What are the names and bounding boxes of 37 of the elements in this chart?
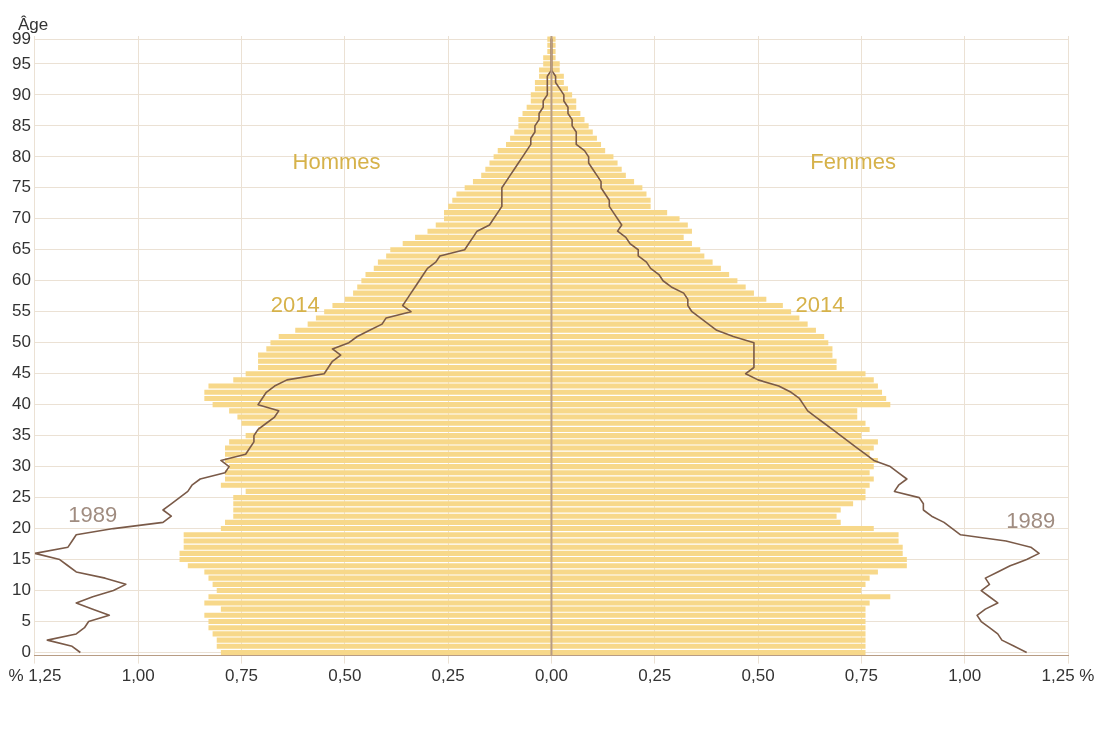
x-tick-label: 1,00 xyxy=(948,666,982,686)
y-tick-label: 0 xyxy=(21,642,31,662)
x-tick-label: 0,00 xyxy=(534,666,568,686)
x-tick-label: 0,50 xyxy=(741,666,775,686)
annotation: 1989 xyxy=(68,502,118,528)
y-tick-label: 45 xyxy=(11,363,31,383)
x-tick-label: 1,25 % xyxy=(1041,666,1095,686)
y-tick-label: 95 xyxy=(11,53,31,73)
annotation: 2014 xyxy=(270,291,320,317)
y-tick-label: 10 xyxy=(11,580,31,600)
y-tick-label: 5 xyxy=(21,611,31,631)
y-tick-label: 80 xyxy=(11,146,31,166)
annotation: Hommes xyxy=(292,149,381,175)
y-tick-label: 30 xyxy=(11,456,31,476)
x-tick-label: 0,75 xyxy=(844,666,878,686)
y-tick-label: 85 xyxy=(11,115,31,135)
y-tick-label: 70 xyxy=(11,208,31,228)
x-tick-label: 0,25 xyxy=(638,666,672,686)
y-tick-label: 35 xyxy=(11,425,31,445)
y-tick-label: 25 xyxy=(11,487,31,507)
y-tick-label: 65 xyxy=(11,239,31,259)
annotation: 1989 xyxy=(1006,508,1056,534)
annotation: 2014 xyxy=(795,291,845,317)
y-tick-label: 40 xyxy=(11,394,31,414)
y-tick-label: 90 xyxy=(11,84,31,104)
x-tick-label: % 1,25 xyxy=(8,666,62,686)
x-tick-label: 1,00 xyxy=(121,666,155,686)
y-tick-label: 75 xyxy=(11,177,31,197)
x-tick-label: 0,25 xyxy=(431,666,465,686)
y-tick-label: 55 xyxy=(11,301,31,321)
x-tick-label: 0,75 xyxy=(224,666,259,686)
y-tick-label: 50 xyxy=(11,332,31,352)
annotation: Femmes xyxy=(810,149,896,175)
y-tick-label: 15 xyxy=(11,549,31,569)
x-tick-label: 0,50 xyxy=(328,666,362,686)
y-tick-label: 60 xyxy=(11,270,31,290)
y-tick-label: 20 xyxy=(11,518,31,538)
